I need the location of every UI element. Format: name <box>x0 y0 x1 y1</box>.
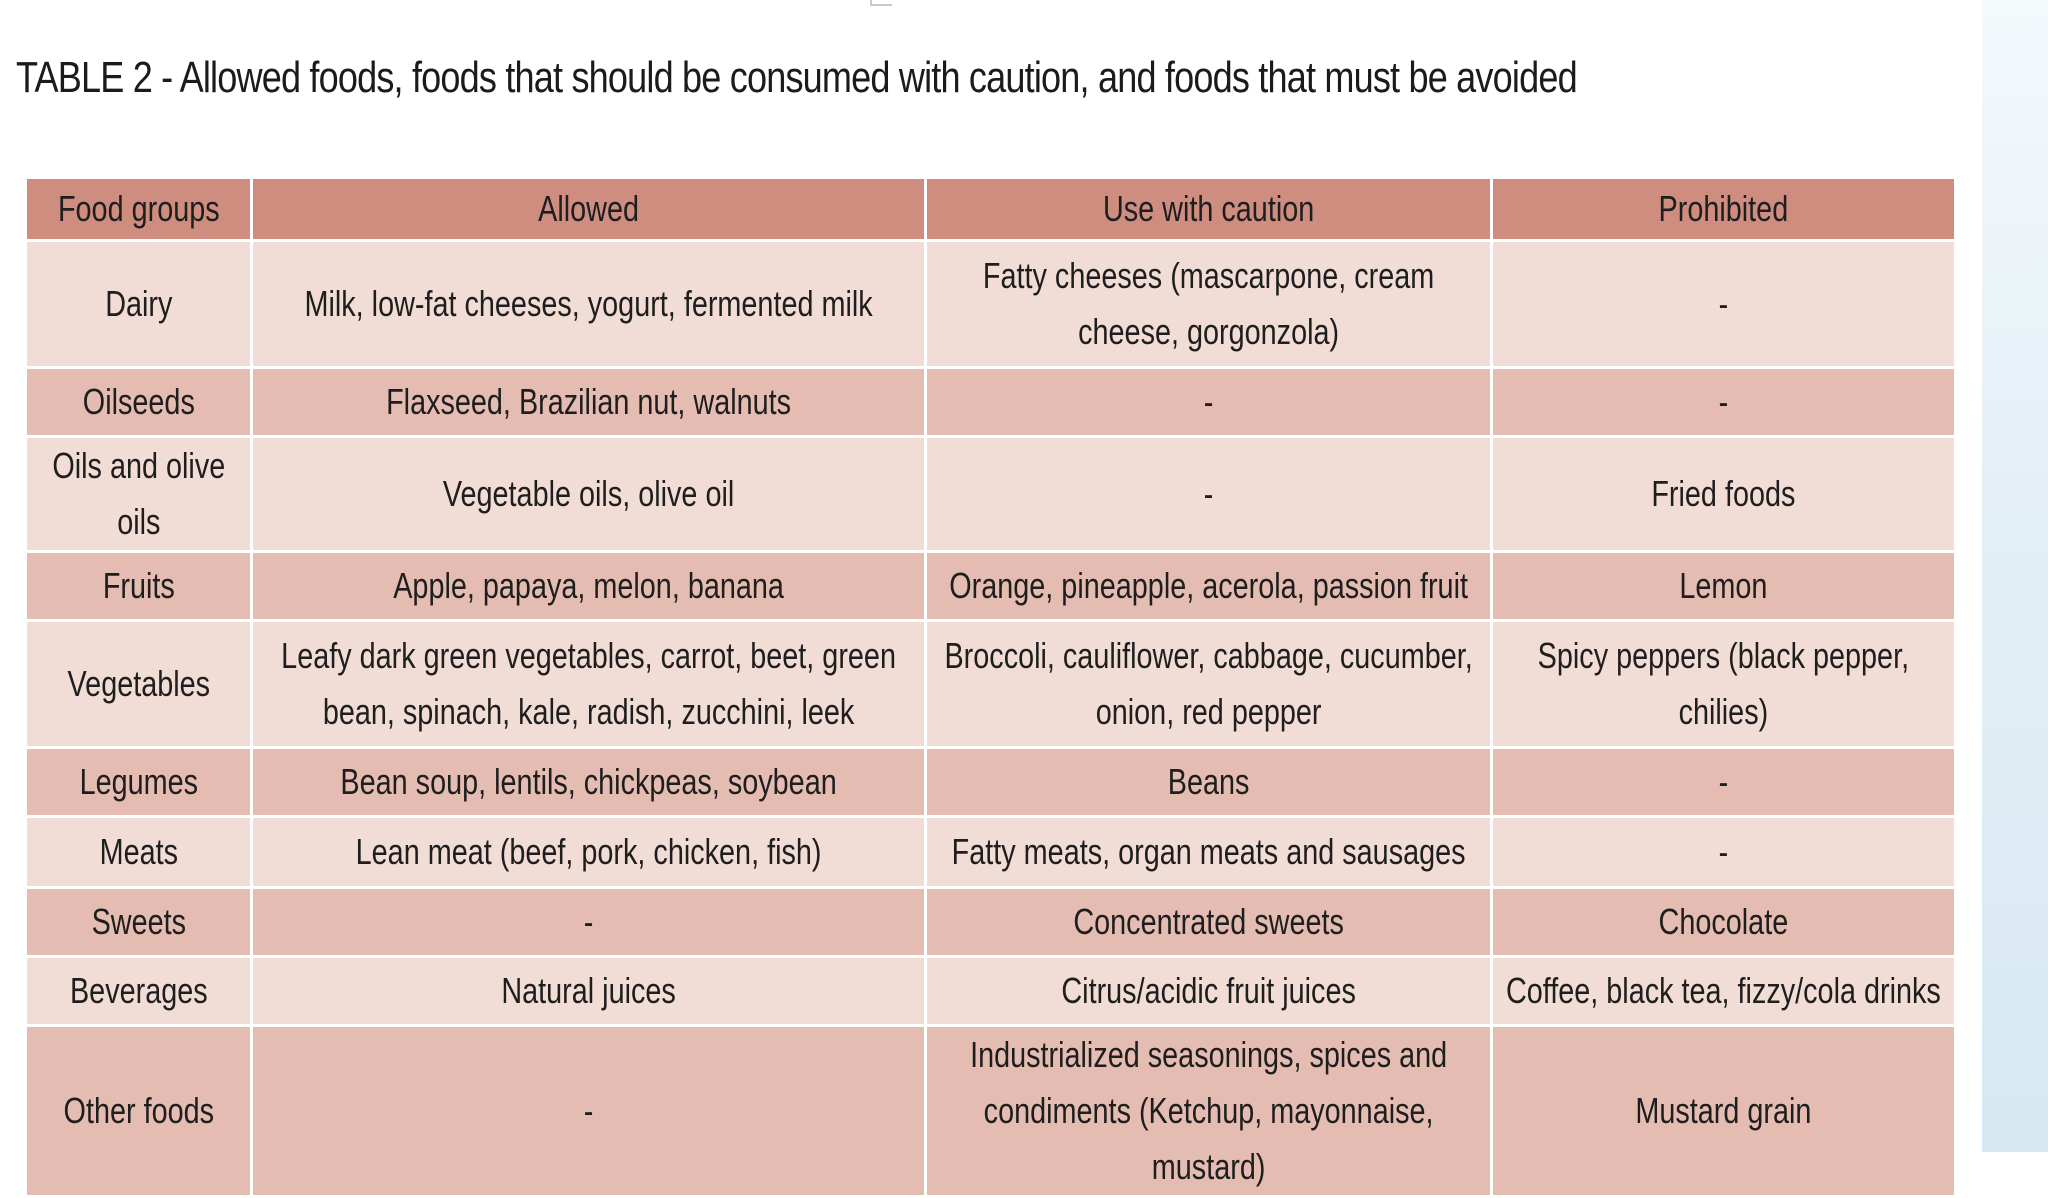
cell-allowed: Flaxseed, Brazilian nut, walnuts <box>250 366 927 438</box>
cell-food-group: Oilseeds <box>24 366 253 438</box>
cell-use-with-caution: - <box>924 366 1493 438</box>
cell-allowed: Lean meat (beef, pork, chicken, fish) <box>250 815 927 889</box>
cell-use-with-caution: Fatty meats, organ meats and sausages <box>924 815 1493 889</box>
cell-prohibited: Fried foods <box>1490 435 1957 553</box>
header-food-groups: Food groups <box>24 176 253 242</box>
cell-prohibited: - <box>1490 239 1957 369</box>
cell-prohibited: Spicy peppers (black pepper, chilies) <box>1490 619 1957 749</box>
cell-allowed: Vegetable oils, olive oil <box>250 435 927 553</box>
cell-use-with-caution: Orange, pineapple, acerola, passion frui… <box>924 550 1493 622</box>
cell-food-group: Other foods <box>24 1024 253 1198</box>
cell-food-group: Sweets <box>24 886 253 958</box>
table-row: Other foods - Industrialized seasonings,… <box>24 1024 1957 1198</box>
cell-prohibited: Coffee, black tea, fizzy/cola drinks <box>1490 955 1957 1027</box>
table-row: Oils and olive oils Vegetable oils, oliv… <box>24 435 1957 553</box>
table-row: Legumes Bean soup, lentils, chickpeas, s… <box>24 746 1957 818</box>
cell-food-group: Fruits <box>24 550 253 622</box>
table-row: Dairy Milk, low-fat cheeses, yogurt, fer… <box>24 239 1957 369</box>
cell-food-group: Meats <box>24 815 253 889</box>
cell-food-group: Dairy <box>24 239 253 369</box>
table-row: Beverages Natural juices Citrus/acidic f… <box>24 955 1957 1027</box>
cell-use-with-caution: Beans <box>924 746 1493 818</box>
table-row: Oilseeds Flaxseed, Brazilian nut, walnut… <box>24 366 1957 438</box>
cropped-text-fragment <box>870 0 892 6</box>
cell-allowed: - <box>250 1024 927 1198</box>
cell-use-with-caution: - <box>924 435 1493 553</box>
cell-use-with-caution: Citrus/acidic fruit juices <box>924 955 1493 1027</box>
cell-prohibited: - <box>1490 366 1957 438</box>
cell-use-with-caution: Industrialized seasonings, spices and co… <box>924 1024 1493 1198</box>
table-header-row: Food groups Allowed Use with caution Pro… <box>24 176 1957 242</box>
cell-prohibited: Lemon <box>1490 550 1957 622</box>
cell-allowed: Milk, low-fat cheeses, yogurt, fermented… <box>250 239 927 369</box>
cell-food-group: Beverages <box>24 955 253 1027</box>
cell-prohibited: - <box>1490 815 1957 889</box>
table-row: Fruits Apple, papaya, melon, banana Oran… <box>24 550 1957 622</box>
cell-use-with-caution: Broccoli, cauliflower, cabbage, cucumber… <box>924 619 1493 749</box>
cell-allowed: Natural juices <box>250 955 927 1027</box>
food-table: Food groups Allowed Use with caution Pro… <box>24 176 1957 1198</box>
cell-food-group: Legumes <box>24 746 253 818</box>
cell-use-with-caution: Concentrated sweets <box>924 886 1493 958</box>
table-row: Meats Lean meat (beef, pork, chicken, fi… <box>24 815 1957 889</box>
header-prohibited: Prohibited <box>1490 176 1957 242</box>
cell-prohibited: Mustard grain <box>1490 1024 1957 1198</box>
table-title: TABLE 2 - Allowed foods, foods that shou… <box>16 53 1578 102</box>
header-use-with-caution: Use with caution <box>924 176 1493 242</box>
cell-allowed: Apple, papaya, melon, banana <box>250 550 927 622</box>
side-gradient-panel <box>1982 0 2048 1152</box>
cell-allowed: Bean soup, lentils, chickpeas, soybean <box>250 746 927 818</box>
cell-food-group: Oils and olive oils <box>24 435 253 553</box>
header-allowed: Allowed <box>250 176 927 242</box>
cell-prohibited: - <box>1490 746 1957 818</box>
cell-use-with-caution: Fatty cheeses (mascarpone, cream cheese,… <box>924 239 1493 369</box>
cell-allowed: - <box>250 886 927 958</box>
table-row: Vegetables Leafy dark green vegetables, … <box>24 619 1957 749</box>
slide: TABLE 2 - Allowed foods, foods that shou… <box>16 0 1957 1198</box>
cell-food-group: Vegetables <box>24 619 253 749</box>
cell-prohibited: Chocolate <box>1490 886 1957 958</box>
food-table-container: Food groups Allowed Use with caution Pro… <box>24 176 1957 1198</box>
table-row: Sweets - Concentrated sweets Chocolate <box>24 886 1957 958</box>
cell-allowed: Leafy dark green vegetables, carrot, bee… <box>250 619 927 749</box>
